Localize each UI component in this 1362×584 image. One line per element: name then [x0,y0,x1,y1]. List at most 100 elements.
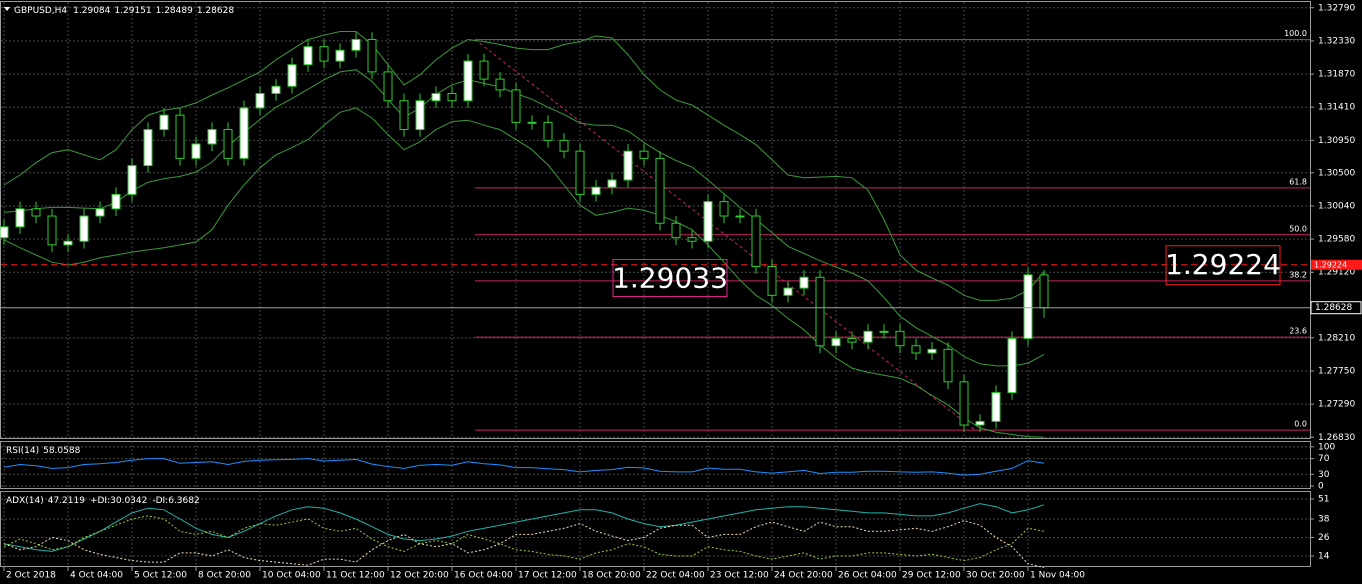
candle-body [319,46,329,62]
x-tick-label: 23 Oct 12:00 [710,571,769,581]
candle-body [623,150,633,181]
candle-body [751,215,761,267]
y-tick-label: 1.27750 [1318,366,1355,376]
rsi-panel [0,441,1311,489]
y-tick-label: 26 [1318,533,1330,543]
candle-body [127,165,137,195]
x-tick-label: 26 Oct 04:00 [838,571,897,581]
ohlc-value: 1.28628 [197,6,234,16]
candle-body [975,420,985,426]
candle-body [511,89,521,123]
candle-body [447,93,457,102]
y-tick-label: 51 [1318,495,1329,505]
candle-body [655,157,665,224]
x-tick-label: 29 Oct 12:00 [902,571,961,581]
y-tick-label: 100 [1318,442,1335,452]
y-tick-label: 1.29120 [1318,268,1355,278]
candle-body [479,60,489,80]
y-tick-label: 30 [1318,470,1330,480]
candle-body [799,276,809,289]
candle-body [223,129,233,159]
x-tick-label: 24 Oct 20:00 [774,571,833,581]
price-tag [1311,259,1362,270]
indicator-legend: RSI(14) 58.0588 [6,446,81,456]
price-label-box [1165,245,1281,286]
bollinger-band [3,31,1045,301]
candle-body [351,38,361,51]
candle-body [303,46,313,66]
candle-body [591,186,601,195]
candle-body [207,129,217,145]
candle-body [239,107,249,159]
menu-arrow[interactable] [4,7,10,11]
fib-label: 0.0 [1294,420,1307,429]
candle-body [175,114,185,159]
candle-body [639,150,649,159]
candle-body [495,78,505,91]
candle-body [95,208,105,217]
candle-body [863,330,873,343]
candle-body [575,150,585,195]
candle-body [847,338,857,343]
candle-body [879,330,889,333]
candle-body [431,93,441,102]
x-tick-label: 17 Oct 12:00 [518,571,577,581]
y-tick-label: 70 [1318,454,1330,464]
candle-body [719,201,729,217]
y-tick-label: 0 [1318,482,1324,492]
indicator-line [3,458,1045,476]
candle-body [79,215,89,242]
candle-body [191,143,201,159]
candle-body [687,237,697,242]
indicator-name: -DI: [152,496,168,506]
fib-trend [474,39,976,431]
symbol-header: GBPUSD,H4 1.29084 1.29151 1.28489 1.28628 [14,6,234,16]
indicator-line [3,503,1045,552]
y-tick-label: 1.27290 [1318,400,1355,410]
x-tick-label: 18 Oct 20:00 [582,571,641,581]
bollinger-band [3,69,1045,367]
y-tick-label: 1.31410 [1318,103,1355,113]
candle-body [527,121,537,124]
y-tick-label: 1.28210 [1318,333,1355,343]
candle-body [559,139,569,152]
candle-body [287,64,297,87]
ohlc-value: 1.29084 [73,6,110,16]
candle-body [399,100,409,131]
candle-body [383,71,393,102]
candle-body [31,208,41,217]
indicator-value: 58.0588 [43,446,80,456]
candle-body [335,49,345,62]
indicator-name: RSI(14) [6,446,39,456]
x-tick-label: 12 Oct 20:00 [390,571,449,581]
candle-body [991,392,1001,422]
x-tick-label: 5 Oct 12:00 [134,571,187,581]
candle-body [671,222,681,239]
candle-body [271,85,281,95]
candle-body [159,114,169,131]
fib-label: 38.2 [1289,270,1307,279]
y-tick-label: 1.32790 [1318,3,1355,13]
candle-body [831,338,841,347]
fib-label: 50.0 [1289,224,1307,233]
y-tick-label: 1.30950 [1318,136,1355,146]
main-panel [0,1,1311,439]
candle-body [463,60,473,102]
current-price-tag [1310,301,1362,315]
x-tick-label: 1 Nov 04:00 [1030,571,1085,581]
candle-body [911,345,921,354]
candle-body [783,287,793,296]
candle-body [15,208,25,228]
indicator-name: ADX(14) [6,496,44,506]
indicator-value: 30.0342 [110,496,147,506]
price-label: 1.29224 [1165,248,1281,281]
fib-label: 100.0 [1284,29,1307,38]
y-tick-label: 14 [1318,551,1330,561]
y-tick-label: 1.31870 [1318,70,1355,80]
y-tick-label: 1.29580 [1318,235,1355,245]
candle-body [0,226,9,239]
indicator-value: 47.2119 [48,496,85,506]
indicator-line [3,515,1045,562]
price-label-box [612,259,728,298]
